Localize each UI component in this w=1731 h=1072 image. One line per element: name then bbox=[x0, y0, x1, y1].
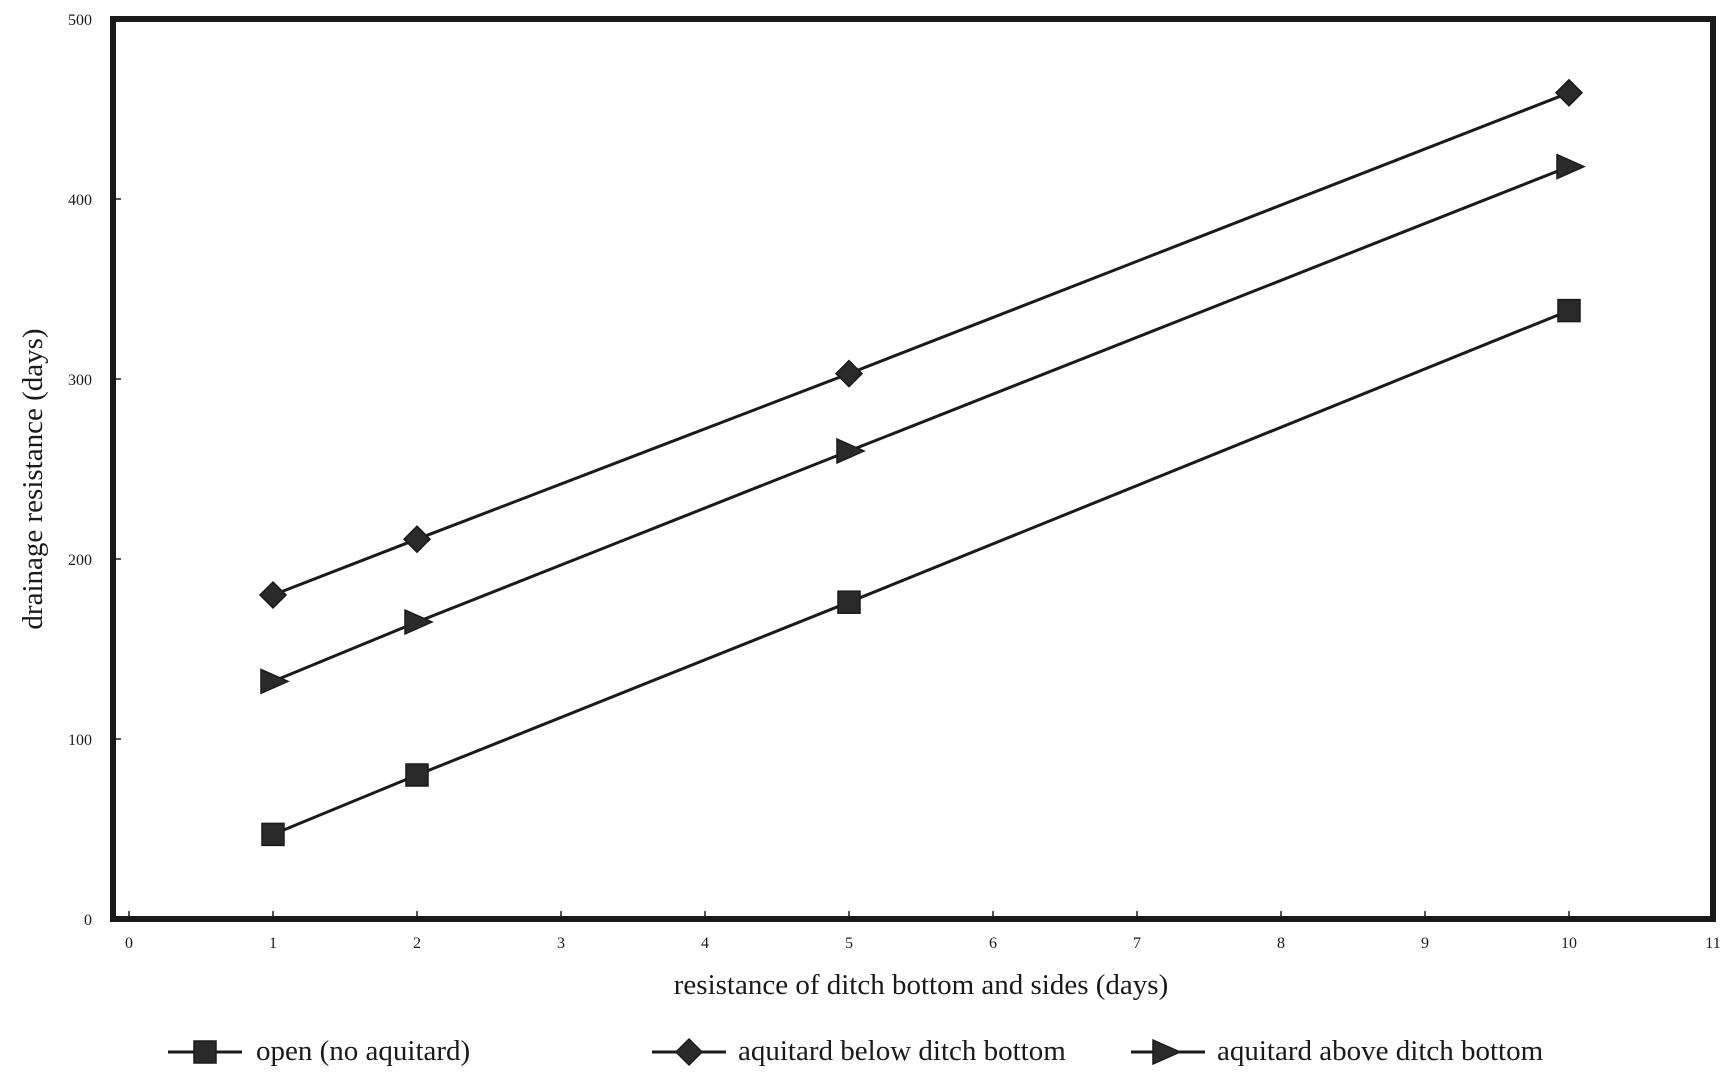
x-tick-label: 2 bbox=[413, 935, 421, 952]
data-point-1-0 bbox=[258, 580, 288, 610]
y-axis-title: drainage resistance (days) bbox=[17, 328, 49, 629]
x-tick-label: 8 bbox=[1277, 935, 1285, 952]
data-point-0-2 bbox=[837, 590, 861, 614]
legend-marker-square bbox=[193, 1040, 217, 1064]
data-point-0-3 bbox=[1557, 298, 1581, 323]
legend-item-0: open (no aquitard) bbox=[168, 1035, 470, 1067]
plot-border bbox=[110, 16, 1716, 922]
series-lines bbox=[272, 91, 1570, 836]
legend-label: aquitard below ditch bottom bbox=[738, 1035, 1066, 1067]
series-line-2 bbox=[272, 165, 1570, 683]
data-point-1-2 bbox=[834, 359, 864, 388]
legend-item-1: aquitard below ditch bottom bbox=[652, 1035, 1066, 1067]
data-point-2-0 bbox=[260, 668, 290, 695]
x-tick-label: 6 bbox=[989, 935, 997, 952]
data-point-2-3 bbox=[1556, 153, 1586, 180]
x-tick-label: 11 bbox=[1705, 935, 1720, 952]
series-line-0 bbox=[272, 309, 1570, 836]
x-tick-label: 4 bbox=[701, 935, 709, 952]
y-tick-label: 100 bbox=[68, 732, 92, 749]
plot-frame bbox=[110, 16, 1716, 922]
x-tick-label: 7 bbox=[1133, 935, 1141, 952]
series-line-1 bbox=[272, 91, 1570, 597]
legend-marker-triangle-right bbox=[1152, 1038, 1182, 1066]
x-tick-label: 1 bbox=[269, 935, 277, 952]
x-tick-label: 5 bbox=[845, 935, 853, 952]
data-point-1-1 bbox=[402, 525, 432, 554]
axes: 0 1 2 3 4 5 6 7 8 9 10 11 0 100 200 300 400 500 bbox=[68, 12, 1721, 952]
y-tick-label: 400 bbox=[68, 192, 92, 209]
legend-item-2: aquitard above ditch bottom bbox=[1131, 1035, 1544, 1067]
legend-marker-diamond bbox=[674, 1037, 704, 1067]
data-point-0-0 bbox=[261, 822, 285, 847]
x-tick-label: 9 bbox=[1421, 935, 1429, 952]
x-tick-label: 3 bbox=[557, 935, 565, 952]
y-tick-label: 200 bbox=[68, 552, 92, 569]
x-tick-label: 10 bbox=[1561, 935, 1577, 952]
legend-label: open (no aquitard) bbox=[256, 1035, 470, 1067]
y-tick-label: 300 bbox=[68, 372, 92, 389]
x-axis-title: resistance of ditch bottom and sides (da… bbox=[674, 969, 1169, 1001]
legend-label: aquitard above ditch bottom bbox=[1217, 1035, 1544, 1067]
series-markers bbox=[258, 78, 1586, 847]
y-tick-label: 500 bbox=[68, 12, 92, 29]
y-tick-label: 0 bbox=[84, 912, 92, 929]
data-point-2-2 bbox=[836, 437, 866, 465]
x-tick-label: 0 bbox=[125, 935, 133, 952]
data-point-2-1 bbox=[404, 608, 434, 636]
legend: open (no aquitard) aquitard below ditch b… bbox=[168, 1035, 1544, 1067]
data-point-0-1 bbox=[405, 763, 429, 787]
data-point-1-3 bbox=[1554, 78, 1584, 107]
